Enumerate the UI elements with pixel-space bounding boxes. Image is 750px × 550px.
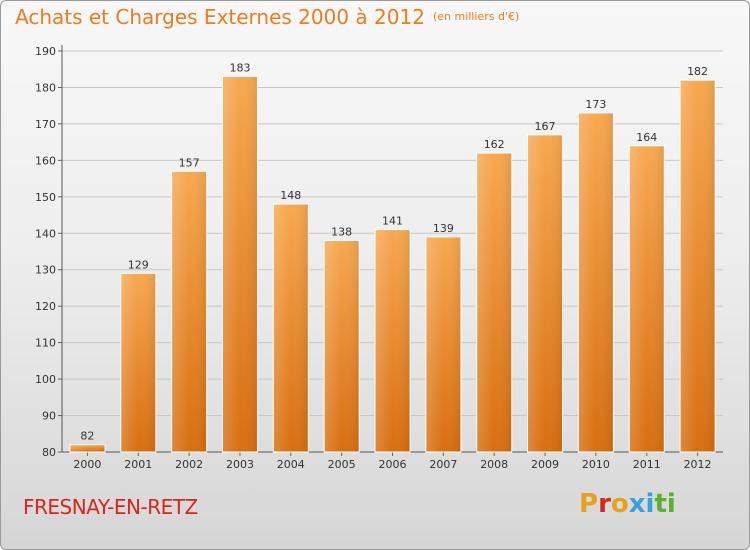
data-label: 183 bbox=[229, 62, 250, 75]
x-tick-label: 2012 bbox=[684, 458, 712, 471]
chart-title: Achats et Charges Externes 2000 à 2012 (e… bbox=[15, 5, 519, 29]
y-tick-label: 170 bbox=[35, 118, 56, 131]
bars bbox=[69, 76, 716, 453]
x-tick-label: 2007 bbox=[429, 458, 457, 471]
bar-shine bbox=[120, 273, 156, 452]
data-label: 167 bbox=[535, 120, 556, 133]
data-label: 141 bbox=[382, 215, 403, 228]
data-label: 138 bbox=[331, 226, 352, 239]
bar-shine bbox=[273, 204, 309, 452]
y-tick-label: 80 bbox=[42, 446, 56, 459]
y-tick-label: 150 bbox=[35, 191, 56, 204]
bar-shine bbox=[324, 240, 360, 452]
labels: 80 90 100 110 120 130 140 150 160 170 180 190 82 2000… bbox=[35, 45, 712, 471]
x-tick-label: 2006 bbox=[379, 458, 407, 471]
logo-letter: r bbox=[598, 489, 611, 519]
data-label: 148 bbox=[280, 189, 301, 202]
y-tick-label: 160 bbox=[35, 154, 56, 167]
logo-letter: P bbox=[579, 489, 599, 519]
y-tick-label: 180 bbox=[35, 81, 56, 94]
logo-letter: x bbox=[628, 489, 646, 519]
x-tick-label: 2008 bbox=[480, 458, 508, 471]
bar-shine bbox=[476, 153, 512, 452]
bar-shine bbox=[578, 112, 614, 453]
x-tick-label: 2002 bbox=[175, 458, 203, 471]
logo-letter: i bbox=[645, 489, 655, 519]
x-tick-label: 2011 bbox=[633, 458, 661, 471]
data-label: 129 bbox=[128, 258, 149, 271]
bar-shine bbox=[171, 171, 207, 453]
logo-letter: t bbox=[654, 489, 667, 519]
chart-title-text: Achats et Charges Externes 2000 à 2012 bbox=[15, 5, 425, 29]
data-label: 173 bbox=[585, 98, 606, 111]
logo-letter: o bbox=[610, 489, 629, 519]
bar-shine bbox=[527, 134, 563, 452]
y-tick-label: 140 bbox=[35, 227, 56, 240]
x-tick-label: 2005 bbox=[328, 458, 356, 471]
commune-name: FRESNAY-EN-RETZ bbox=[23, 495, 198, 519]
proxiti-logo: Proxiti bbox=[579, 489, 676, 519]
chart-subtitle: (en milliers d'€) bbox=[432, 10, 520, 23]
y-tick-label: 100 bbox=[35, 373, 56, 386]
x-tick-label: 2009 bbox=[531, 458, 559, 471]
bar-shine bbox=[425, 236, 461, 452]
bar-shine bbox=[680, 80, 716, 452]
logo-letter: i bbox=[666, 489, 676, 519]
data-label: 164 bbox=[636, 131, 657, 144]
bar-shine bbox=[375, 229, 410, 452]
data-label: 182 bbox=[687, 65, 708, 78]
data-label: 162 bbox=[484, 138, 505, 151]
bar-shine bbox=[222, 76, 258, 452]
bar-shine bbox=[69, 444, 105, 452]
data-label: 82 bbox=[80, 430, 94, 443]
x-tick-label: 2004 bbox=[277, 458, 305, 471]
x-tick-label: 2003 bbox=[226, 458, 254, 471]
x-tick-label: 2001 bbox=[124, 458, 152, 471]
y-tick-label: 120 bbox=[35, 300, 56, 313]
y-tick-label: 190 bbox=[35, 45, 56, 58]
x-tick-label: 2010 bbox=[582, 458, 610, 471]
y-tick-label: 110 bbox=[35, 337, 56, 350]
y-tick-label: 130 bbox=[35, 264, 56, 277]
y-tick-label: 90 bbox=[42, 410, 56, 423]
x-tick-label: 2000 bbox=[73, 458, 101, 471]
data-label: 139 bbox=[433, 222, 454, 235]
data-label: 157 bbox=[179, 156, 200, 169]
bar-shine bbox=[629, 145, 665, 453]
